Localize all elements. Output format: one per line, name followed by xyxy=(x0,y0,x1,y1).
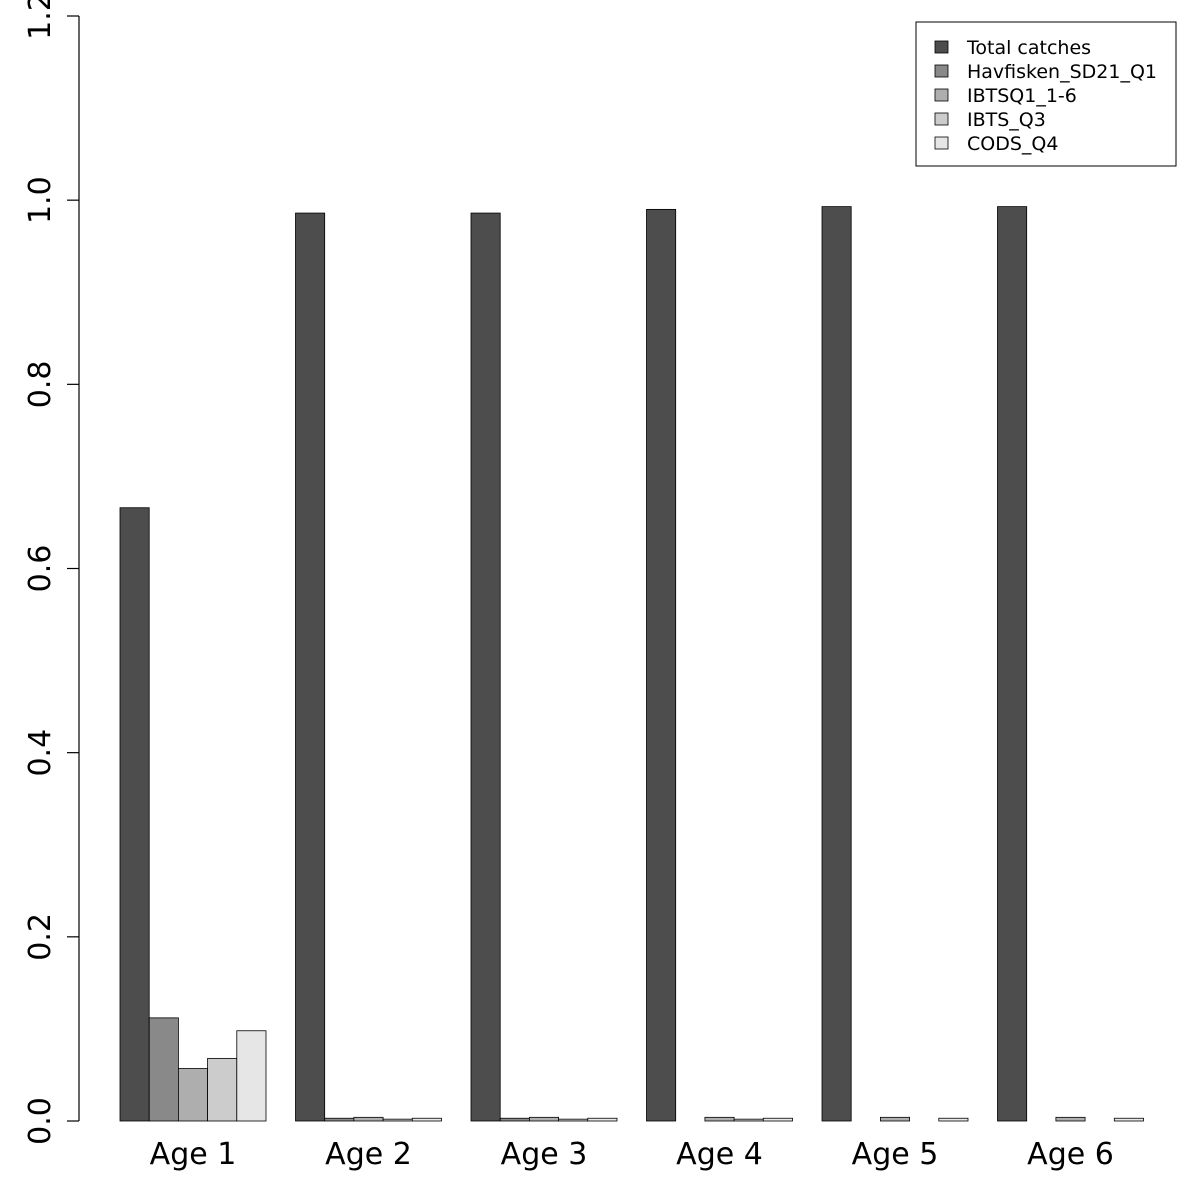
bar-havfisken-sd21-q1-age-2 xyxy=(324,1117,355,1122)
bar-total-catches-age-4 xyxy=(646,208,677,1122)
legend-swatch xyxy=(934,88,949,102)
bar-cods-q4-age-4 xyxy=(762,1117,793,1122)
bar-ibtsq1-1-6-age-6 xyxy=(1055,1116,1086,1122)
y-tick-label: 0.8 xyxy=(23,360,58,408)
bar-ibtsq1-1-6-age-1 xyxy=(177,1068,208,1122)
legend-swatch xyxy=(934,112,949,126)
bar-cods-q4-age-5 xyxy=(938,1117,969,1122)
legend-label: IBTS_Q3 xyxy=(967,109,1046,131)
bar-ibts-q3-age-4 xyxy=(733,1118,764,1122)
bar-cods-q4-age-3 xyxy=(587,1117,618,1122)
x-category-label: Age 5 xyxy=(852,1137,939,1172)
y-tick-label: 0.2 xyxy=(23,913,58,961)
legend-label: IBTSQ1_1-6 xyxy=(967,85,1077,107)
bar-total-catches-age-2 xyxy=(295,212,326,1122)
bar-havfisken-sd21-q1-age-1 xyxy=(148,1017,179,1122)
y-tick-label: 0.4 xyxy=(23,729,58,777)
y-axis: 0.0 0.2 0.4 0.6 0.8 1.0 1.2 xyxy=(23,0,80,1145)
bars xyxy=(119,206,1144,1122)
bar-ibts-q3-age-1 xyxy=(207,1057,238,1122)
y-tick-label: 1.0 xyxy=(23,176,58,224)
x-category-label: Age 3 xyxy=(501,1137,588,1172)
x-category-label: Age 1 xyxy=(150,1137,237,1172)
bar-ibts-q3-age-2 xyxy=(382,1118,413,1122)
bar-total-catches-age-6 xyxy=(997,206,1028,1122)
bar-ibtsq1-1-6-age-5 xyxy=(880,1116,911,1122)
bar-total-catches-age-1 xyxy=(119,507,150,1122)
x-category-label: Age 6 xyxy=(1027,1137,1114,1172)
bar-cods-q4-age-2 xyxy=(411,1117,442,1122)
legend-label: Havfisken_SD21_Q1 xyxy=(967,61,1157,83)
legend-label: Total catches xyxy=(966,37,1091,59)
legend-box xyxy=(915,21,1177,167)
bar-ibts-q3-age-3 xyxy=(558,1118,589,1122)
legend-label: CODS_Q4 xyxy=(967,133,1058,155)
bar-total-catches-age-3 xyxy=(470,212,501,1122)
bar-cods-q4-age-1 xyxy=(236,1030,267,1122)
bar-havfisken-sd21-q1-age-3 xyxy=(499,1117,530,1122)
y-tick-label: 1.2 xyxy=(23,0,58,40)
x-axis-labels: Age 1 Age 2 Age 3 Age 4 Age 5 Age 6 xyxy=(150,1137,1114,1172)
legend-swatch xyxy=(934,64,949,78)
bar-ibtsq1-1-6-age-2 xyxy=(353,1116,384,1122)
bar-total-catches-age-5 xyxy=(821,206,852,1122)
legend-swatch xyxy=(934,136,949,150)
y-tick-label: 0.0 xyxy=(23,1097,58,1145)
legend: Total catchesHavfisken_SD21_Q1IBTSQ1_1-6… xyxy=(915,21,1177,167)
legend-swatch xyxy=(934,40,949,54)
x-category-label: Age 4 xyxy=(676,1137,763,1172)
bar-ibtsq1-1-6-age-4 xyxy=(704,1116,735,1122)
y-tick-label: 0.6 xyxy=(23,545,58,593)
bar-cods-q4-age-6 xyxy=(1113,1117,1144,1122)
bar-ibtsq1-1-6-age-3 xyxy=(529,1116,560,1122)
x-category-label: Age 2 xyxy=(325,1137,412,1172)
